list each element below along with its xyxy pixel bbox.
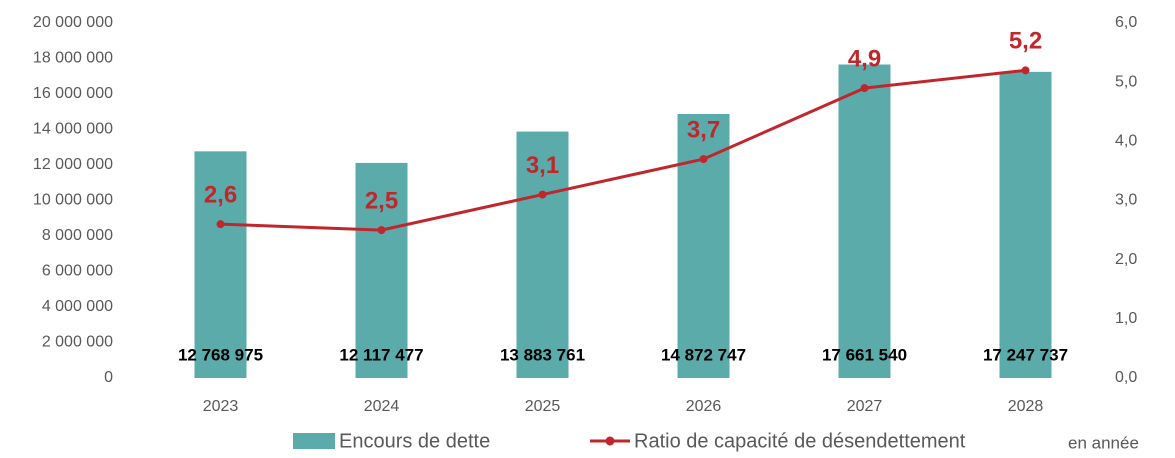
y-tick-label: 0 [104,369,113,386]
bar-value-label: 12 768 975 [178,345,263,364]
line-value-label: 2,6 [204,182,237,209]
line-value-label: 3,7 [687,116,720,143]
y-tick-label: 12 000 000 [33,156,113,173]
y-tick-label: 6 000 000 [42,263,113,280]
y2-tick-label: 2,0 [1115,251,1137,268]
y2-tick-label: 4,0 [1115,133,1137,150]
bar [355,162,408,378]
bar [677,114,730,379]
y-tick-label: 20 000 000 [33,14,113,31]
legend-annotation: en année [1068,433,1139,452]
line-marker [1021,66,1030,75]
legend-swatch-marker [605,436,615,446]
line-marker [377,226,386,235]
x-tick-label: 2026 [686,398,722,415]
bar [194,151,247,378]
bar-value-label: 17 247 737 [983,345,1068,364]
y-tick-label: 14 000 000 [33,121,113,138]
bar [999,71,1052,379]
y-tick-label: 2 000 000 [42,334,113,351]
line-marker [216,220,225,229]
legend-swatch-bar [293,433,335,449]
bar-value-label: 12 117 477 [339,345,423,364]
line-value-label: 4,9 [848,45,881,72]
y2-tick-label: 1,0 [1115,310,1137,327]
y2-tick-label: 0,0 [1115,369,1137,386]
bar-value-label: 17 661 540 [822,345,907,364]
y-tick-label: 10 000 000 [33,192,113,209]
bar [516,131,569,378]
line-marker [860,84,869,93]
bar-value-label: 13 883 761 [500,345,585,364]
x-tick-label: 2027 [847,398,883,415]
y2-tick-label: 5,0 [1115,73,1137,90]
x-tick-label: 2028 [1008,398,1044,415]
x-tick-label: 2025 [525,398,561,415]
line-value-label: 5,2 [1009,28,1042,55]
line-value-label: 2,5 [365,187,398,214]
x-tick-label: 2023 [203,398,239,415]
line-marker [699,155,708,164]
y2-tick-label: 3,0 [1115,192,1137,209]
y-tick-label: 4 000 000 [42,298,113,315]
legend-label: Ratio de capacité de désendettement [634,430,966,452]
bar [838,64,891,379]
y-tick-label: 8 000 000 [42,227,113,244]
y-tick-label: 18 000 000 [33,50,113,67]
line [220,68,1026,232]
x-tick-label: 2024 [364,398,400,415]
line-value-label: 3,1 [526,152,559,179]
bar-value-label: 14 872 747 [661,345,746,364]
legend-label: Encours de dette [339,430,490,452]
y-tick-label: 16 000 000 [33,85,113,102]
y2-tick-label: 6,0 [1115,14,1137,31]
line-marker [538,190,547,199]
